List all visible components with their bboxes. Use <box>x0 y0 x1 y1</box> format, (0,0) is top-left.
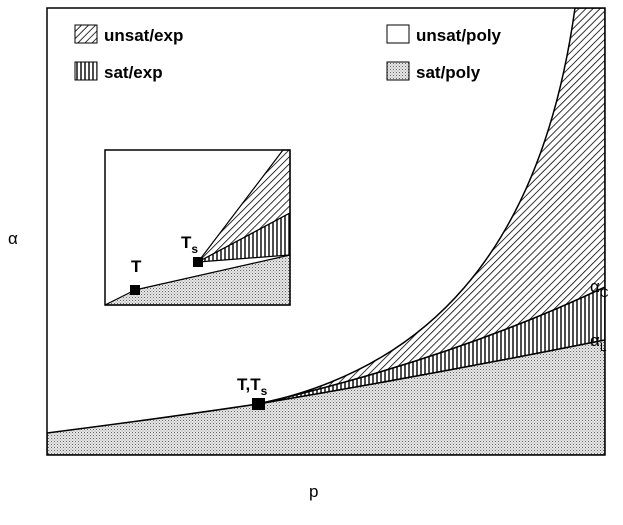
inset: T Ts <box>104 149 291 306</box>
legend-label: sat/poly <box>416 63 481 82</box>
legend-label: sat/exp <box>104 63 163 82</box>
inset-point <box>130 285 140 295</box>
main-regions <box>47 8 605 455</box>
inset-frame-border <box>104 149 291 306</box>
legend-label: unsat/poly <box>416 26 502 45</box>
legend-label: unsat/exp <box>104 26 183 45</box>
legend-swatch <box>74 24 98 44</box>
legend-swatch <box>386 61 410 81</box>
legend: unsat/exp unsat/poly sat/exp sat/poly <box>74 24 502 82</box>
curve-label: αL <box>590 331 607 354</box>
inset-point-label: T <box>131 257 142 276</box>
y-axis-label: α <box>8 229 18 248</box>
legend-swatch <box>386 24 410 44</box>
legend-swatch <box>74 61 98 81</box>
transition-point <box>252 398 265 410</box>
main-frame <box>46 7 606 456</box>
curve-label: αC <box>590 277 609 300</box>
inset-point-label: Ts <box>181 233 198 256</box>
point-label: T,Ts <box>237 375 268 398</box>
sat-poly-region <box>47 339 605 455</box>
inset-point <box>193 257 203 267</box>
x-axis-label: p <box>309 482 318 501</box>
